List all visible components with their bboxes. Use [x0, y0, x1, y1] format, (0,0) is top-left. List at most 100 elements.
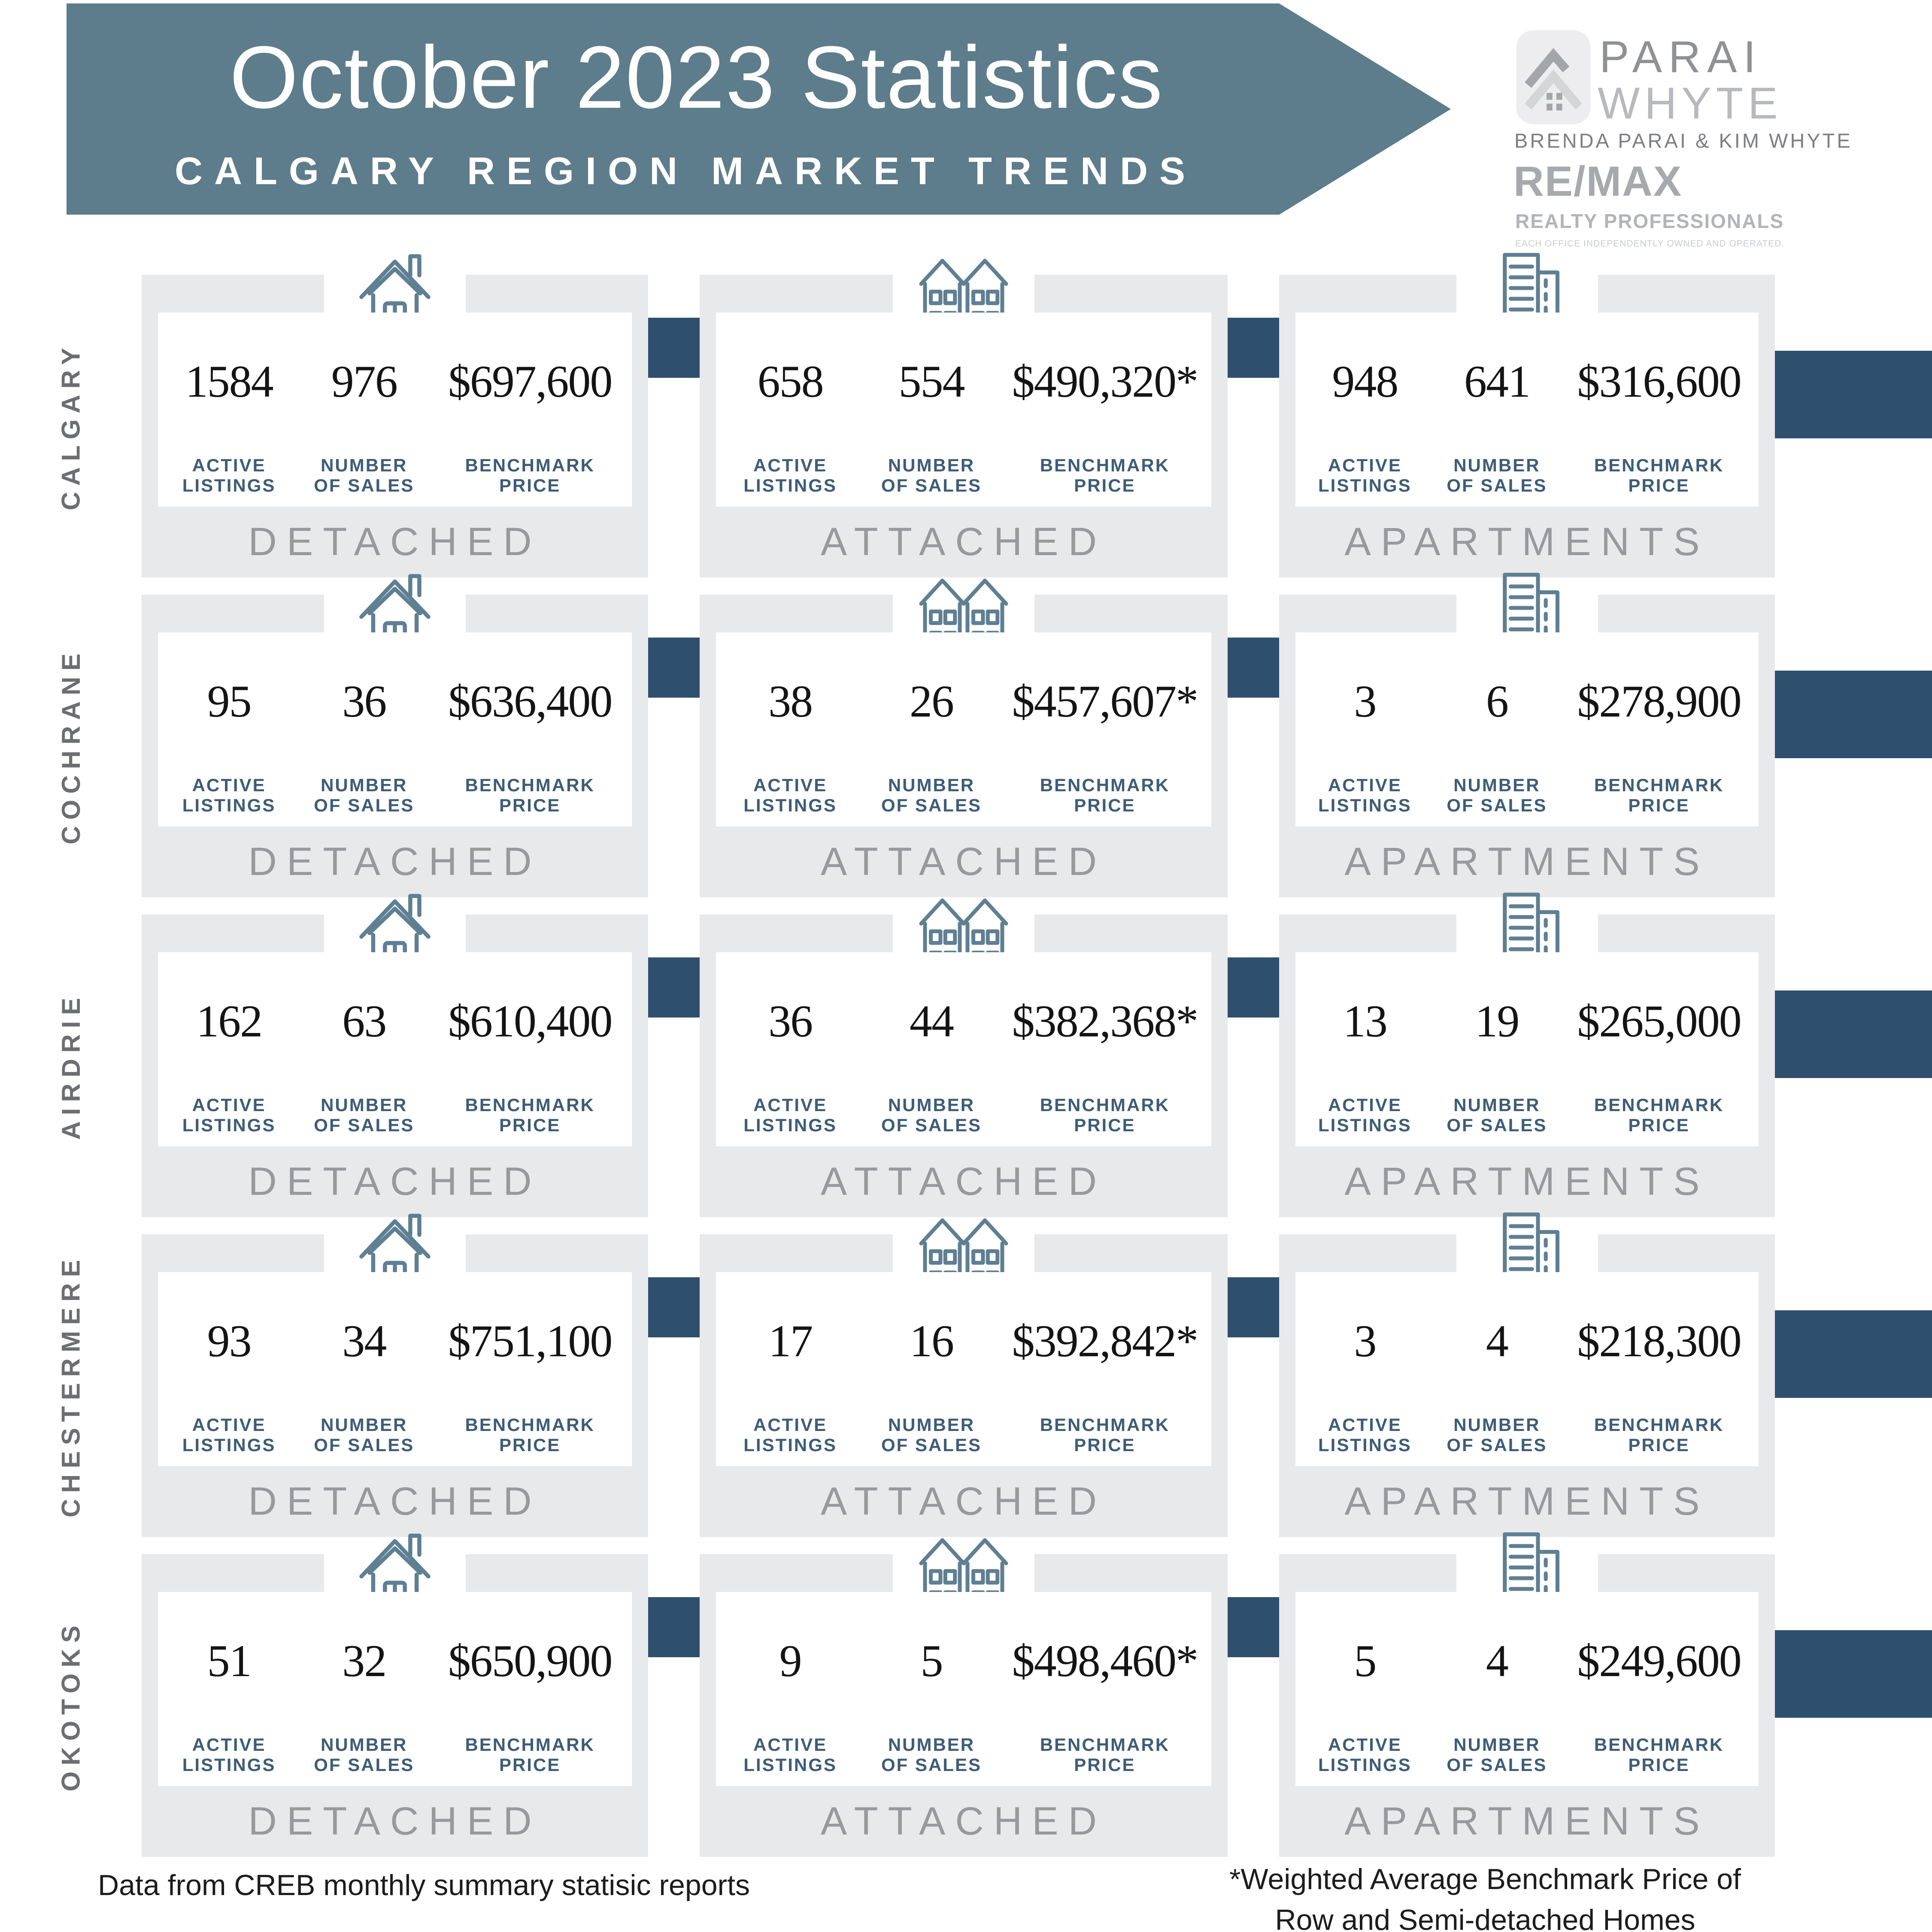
label-line: ACTIVE — [753, 1414, 828, 1435]
active-listings-label: ACTIVE LISTINGS — [158, 1095, 300, 1135]
benchmark-price-label: BENCHMARK PRICE — [428, 775, 632, 815]
benchmark-price-label: BENCHMARK PRICE — [998, 1095, 1211, 1135]
connector-bar — [1228, 1597, 1279, 1657]
label-line: OF SALES — [314, 475, 415, 495]
benchmark-price-label: BENCHMARK PRICE — [428, 1415, 632, 1455]
active-listings-label: ACTIVE LISTINGS — [1295, 1095, 1435, 1135]
label-line: OF SALES — [314, 795, 415, 815]
active-listings-label: ACTIVE LISTINGS — [716, 1095, 864, 1135]
property-type-label: APARTMENTS — [1344, 1799, 1710, 1843]
okotoks-attached-card: 9 5 $498,460* ACTIVE LISTINGS NUMBER OF SA… — [700, 1554, 1228, 1857]
row-chestermere: CHESTERMERE 93 34 $751,100 ACTIVE LISTING… — [0, 1234, 1932, 1554]
active-listings-value: 3 — [1354, 676, 1377, 726]
active-listings-value: 5 — [1354, 1636, 1377, 1686]
label-line: PRICE — [1628, 1754, 1690, 1775]
benchmark-price-value: $636,400 — [448, 676, 613, 726]
label-line: OF SALES — [1447, 1434, 1547, 1455]
label-line: LISTINGS — [1318, 1754, 1412, 1775]
number-of-sales-value: 34 — [342, 1316, 387, 1366]
label-line: BENCHMARK — [465, 775, 595, 795]
property-type-label: ATTACHED — [820, 1479, 1107, 1523]
label-line: ACTIVE — [192, 455, 266, 475]
active-listings-label: ACTIVE LISTINGS — [716, 1415, 864, 1455]
active-listings-label: ACTIVE LISTINGS — [158, 455, 300, 495]
label-line: BENCHMARK — [1594, 775, 1724, 795]
number-of-sales-label: NUMBER OF SALES — [300, 1735, 428, 1775]
icon-notch — [1456, 1234, 1598, 1273]
label-line: LISTINGS — [182, 475, 276, 495]
number-of-sales-label: NUMBER OF SALES — [1435, 1415, 1559, 1455]
property-type-label: ATTACHED — [820, 1160, 1107, 1203]
label-line: OF SALES — [881, 475, 982, 495]
stat-card-body: 3 4 $218,300 ACTIVE LISTINGS NUMBER OF SAL… — [1295, 1272, 1759, 1466]
label-line: NUMBER — [1453, 1414, 1541, 1435]
cochrane-attached-card: 38 26 $457,607* ACTIVE LISTINGS NUMBER OF … — [700, 595, 1228, 897]
region-label-cochrane: COCHRANE — [56, 647, 85, 844]
cochrane-apartments-card: 3 6 $278,900 ACTIVE LISTINGS NUMBER OF SAL… — [1279, 595, 1775, 897]
connector-bar — [648, 1597, 700, 1657]
stat-card-body: 1584 976 $697,600 ACTIVE LISTINGS NUMBER O… — [158, 313, 632, 507]
label-line: PRICE — [499, 1434, 561, 1455]
label-line: OF SALES — [1447, 1115, 1547, 1135]
region-label-airdrie: AIRDRIE — [56, 992, 85, 1140]
benchmark-price-value: $751,100 — [448, 1316, 613, 1366]
number-of-sales-value: 26 — [909, 676, 954, 726]
active-listings-label: ACTIVE LISTINGS — [158, 1415, 300, 1455]
number-of-sales-label: NUMBER OF SALES — [1435, 455, 1559, 495]
label-line: LISTINGS — [743, 475, 837, 495]
number-of-sales-label: NUMBER OF SALES — [1435, 1735, 1559, 1775]
benchmark-footnote-line2: Row and Semi-detached Homes — [1275, 1904, 1695, 1932]
label-line: NUMBER — [321, 455, 408, 475]
number-of-sales-label: NUMBER OF SALES — [864, 1095, 998, 1135]
stat-card-body: 17 16 $392,842* ACTIVE LISTINGS NUMBER OF … — [716, 1272, 1211, 1466]
region-label-okotoks: OKOTOKS — [56, 1619, 85, 1792]
label-line: NUMBER — [1453, 775, 1541, 795]
benchmark-price-value: $218,300 — [1577, 1316, 1741, 1366]
stat-card-body: 36 44 $382,368* ACTIVE LISTINGS NUMBER OF … — [716, 952, 1211, 1146]
active-listings-label: ACTIVE LISTINGS — [1295, 455, 1435, 495]
stat-card-body: 51 32 $650,900 ACTIVE LISTINGS NUMBER OF S… — [158, 1592, 632, 1786]
label-line: LISTINGS — [743, 1754, 837, 1775]
active-listings-value: 36 — [768, 996, 813, 1046]
label-line: PRICE — [1074, 795, 1136, 815]
label-line: NUMBER — [888, 1414, 975, 1435]
benchmark-price-label: BENCHMARK PRICE — [998, 1415, 1211, 1455]
benchmark-price-value: $650,900 — [448, 1636, 613, 1686]
airdrie-apartments-card: 13 19 $265,000 ACTIVE LISTINGS NUMBER OF S… — [1279, 914, 1775, 1217]
number-of-sales-label: NUMBER OF SALES — [1435, 775, 1559, 815]
benchmark-price-value: $490,320* — [1012, 356, 1199, 407]
active-listings-label: ACTIVE LISTINGS — [716, 455, 864, 495]
icon-notch — [1456, 1554, 1598, 1593]
label-line: ACTIVE — [1328, 775, 1402, 795]
label-line: NUMBER — [888, 1094, 975, 1115]
number-of-sales-value: 554 — [898, 356, 965, 407]
label-line: NUMBER — [321, 1094, 408, 1115]
stat-card-body: 3 6 $278,900 ACTIVE LISTINGS NUMBER OF SAL… — [1295, 632, 1759, 826]
connector-bar-right — [1775, 351, 1932, 438]
benchmark-footnote: *Weighted Average Benchmark Price of Row… — [1099, 1859, 1871, 1932]
label-line: NUMBER — [888, 455, 975, 475]
number-of-sales-label: NUMBER OF SALES — [864, 1735, 998, 1775]
active-listings-value: 9 — [779, 1636, 802, 1686]
label-line: ACTIVE — [1328, 1414, 1402, 1435]
benchmark-price-value: $382,368* — [1012, 996, 1199, 1046]
active-listings-value: 95 — [207, 676, 252, 726]
connector-bar — [648, 638, 700, 698]
active-listings-value: 658 — [757, 356, 824, 407]
row-calgary: CALGARY 1584 976 $697,600 ACTIVE LISTINGS… — [0, 275, 1932, 595]
label-line: BENCHMARK — [1594, 1734, 1724, 1755]
label-line: OF SALES — [1447, 475, 1547, 495]
benchmark-price-label: BENCHMARK PRICE — [998, 455, 1211, 495]
stat-card-body: 948 641 $316,600 ACTIVE LISTINGS NUMBER OF… — [1295, 313, 1759, 507]
number-of-sales-value: 5 — [920, 1636, 943, 1686]
number-of-sales-value: 16 — [909, 1316, 954, 1366]
benchmark-price-label: BENCHMARK PRICE — [428, 1095, 632, 1135]
label-line: OF SALES — [1447, 1754, 1547, 1775]
logo-remax-realty-professionals: REALTY PROFESSIONALS — [1515, 210, 1784, 232]
chestermere-apartments-card: 3 4 $218,300 ACTIVE LISTINGS NUMBER OF SAL… — [1279, 1234, 1775, 1537]
icon-notch — [1456, 914, 1598, 953]
label-line: OF SALES — [881, 1434, 982, 1455]
logo-remax: RE/MAX — [1513, 158, 1683, 205]
active-listings-value: 93 — [207, 1316, 252, 1366]
number-of-sales-value: 976 — [331, 356, 398, 407]
